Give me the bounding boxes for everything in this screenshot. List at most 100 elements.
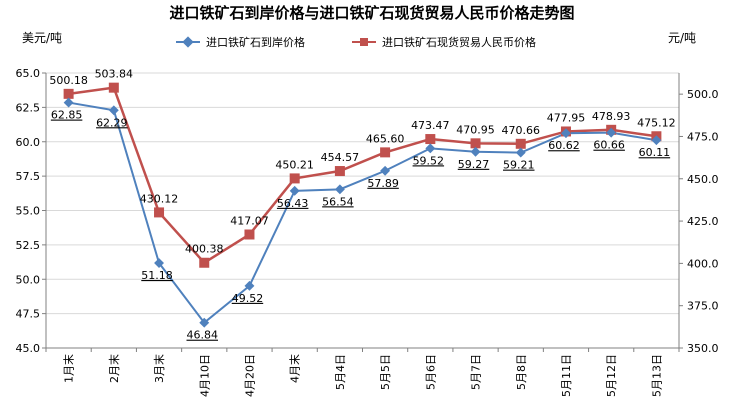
chart-title: 进口铁矿石到岸价格与进口铁矿石现货贸易人民币价格走势图 xyxy=(169,4,574,22)
category-label: 4月20日 xyxy=(243,354,256,397)
series-line-rmb-price xyxy=(68,86,657,265)
right-tick-label: 475.0 xyxy=(687,130,719,143)
point-rmb-price xyxy=(380,147,391,158)
left-tick-label: 55.0 xyxy=(16,205,41,218)
left-axis-ticks: 45.0 47.5 50.0 52.5 55.0 57.5 60.0 62.5 65.0 xyxy=(16,67,46,355)
point-cif-price xyxy=(289,185,300,196)
legend-marker-series-2 xyxy=(360,38,368,46)
category-label: 3月末 xyxy=(152,354,166,383)
right-tick-label: 400.0 xyxy=(687,257,719,270)
left-tick-label: 45.0 xyxy=(16,342,41,355)
left-tick-label: 47.5 xyxy=(16,308,41,321)
point-cif-price xyxy=(108,105,119,116)
category-label: 4月10日 xyxy=(198,354,211,397)
data-label-rmb-price: 503.84 xyxy=(95,68,134,81)
data-label-rmb-price: 478.93 xyxy=(592,110,631,123)
point-rmb-price xyxy=(334,166,345,177)
legend-label-series-2: 进口铁矿石现货贸易人民币价格 xyxy=(382,35,536,49)
left-tick-label: 65.0 xyxy=(16,67,41,80)
category-label: 5月11日 xyxy=(560,354,573,397)
point-rmb-price xyxy=(515,138,526,149)
right-tick-label: 425.0 xyxy=(687,215,719,228)
data-label-rmb-price: 470.95 xyxy=(456,123,495,136)
point-cif-price xyxy=(606,127,617,138)
point-cif-price xyxy=(651,135,662,146)
point-cif-price xyxy=(63,97,74,108)
category-label: 4月末 xyxy=(288,354,302,383)
data-label-rmb-price: 477.95 xyxy=(547,111,586,124)
point-rmb-price xyxy=(108,82,119,93)
data-label-rmb-price: 417.07 xyxy=(230,214,269,227)
data-label-cif-price: 60.11 xyxy=(639,146,671,159)
point-cif-price xyxy=(199,317,210,328)
series-lines xyxy=(68,86,657,325)
legend: 进口铁矿石到岸价格 进口铁矿石现货贸易人民币价格 xyxy=(176,35,536,49)
data-label-rmb-price: 470.66 xyxy=(502,124,541,137)
point-rmb-price xyxy=(63,88,74,99)
data-label-cif-price: 62.85 xyxy=(51,109,83,122)
point-cif-price xyxy=(244,280,255,291)
category-label: 5月7日 xyxy=(470,354,483,390)
data-label-rmb-price: 450.21 xyxy=(275,158,314,171)
right-tick-label: 350.0 xyxy=(687,342,719,355)
point-cif-price xyxy=(154,258,164,268)
data-label-rmb-price: 454.57 xyxy=(321,151,360,164)
left-tick-label: 57.5 xyxy=(16,170,41,183)
right-tick-label: 500.0 xyxy=(687,88,719,101)
category-label: 2月末 xyxy=(107,354,121,383)
point-cif-price xyxy=(515,147,526,158)
left-axis-unit: 美元/吨 xyxy=(22,31,62,45)
category-label: 5月5日 xyxy=(379,354,392,390)
data-label-cif-price: 46.84 xyxy=(187,329,219,342)
left-tick-label: 52.5 xyxy=(16,239,41,252)
data-label-rmb-price: 430.12 xyxy=(140,192,179,205)
data-label-rmb-price: 465.60 xyxy=(366,132,405,145)
right-tick-label: 375.0 xyxy=(687,300,719,313)
data-label-cif-price: 60.66 xyxy=(593,139,625,152)
data-label-cif-price: 51.18 xyxy=(141,269,173,282)
point-cif-price xyxy=(334,184,345,195)
series-line-cif-price xyxy=(68,101,657,325)
data-label-cif-price: 59.27 xyxy=(458,158,490,171)
point-rmb-price xyxy=(289,173,300,184)
point-cif-price xyxy=(380,165,391,176)
data-label-cif-price: 59.52 xyxy=(413,154,445,167)
data-label-rmb-price: 400.38 xyxy=(185,243,224,256)
right-tick-label: 450.0 xyxy=(687,173,719,186)
data-label-cif-price: 59.21 xyxy=(503,159,535,172)
data-label-cif-price: 62.29 xyxy=(96,116,128,129)
point-cif-price xyxy=(425,143,436,154)
right-axis-unit: 元/吨 xyxy=(668,31,696,45)
data-label-cif-price: 56.54 xyxy=(322,195,354,208)
category-label: 5月6日 xyxy=(424,354,437,390)
data-label-cif-price: 60.62 xyxy=(548,139,580,152)
point-rmb-price xyxy=(199,257,210,268)
right-axis-ticks: 350.0 375.0 400.0 425.0 450.0 475.0 500.0 xyxy=(679,88,719,355)
category-label: 5月13日 xyxy=(650,354,663,397)
point-cif-price xyxy=(561,128,571,139)
category-label: 5月8日 xyxy=(515,354,528,390)
data-labels: 62.85 62.29 51.18 46.84 49.52 56.43 56.54 57.89… xyxy=(49,68,675,342)
category-label: 5月4日 xyxy=(334,354,347,390)
data-label-cif-price: 57.89 xyxy=(367,177,399,190)
left-tick-label: 50.0 xyxy=(16,273,41,286)
category-label: 5月12日 xyxy=(605,354,618,397)
data-label-cif-price: 56.43 xyxy=(277,197,309,210)
data-label-rmb-price: 500.18 xyxy=(49,74,88,87)
category-axis-ticks: 1月末 2月末 3月末 4月10日 4月20日 4月末 5月4日 5月5日 5月6日 5月7日 5月… xyxy=(45,348,680,397)
point-cif-price xyxy=(470,146,481,157)
point-rmb-price xyxy=(244,229,255,240)
legend-marker-series-1 xyxy=(182,36,194,48)
data-label-cif-price: 49.52 xyxy=(232,292,264,305)
left-tick-label: 62.5 xyxy=(16,101,41,114)
data-label-rmb-price: 475.12 xyxy=(637,116,676,129)
point-rmb-price xyxy=(470,138,481,149)
data-label-rmb-price: 473.47 xyxy=(411,119,450,132)
category-label: 1月末 xyxy=(62,354,76,383)
series-markers xyxy=(63,82,662,328)
legend-label-series-1: 进口铁矿石到岸价格 xyxy=(206,35,305,49)
point-rmb-price xyxy=(154,207,165,218)
point-rmb-price xyxy=(425,134,436,145)
left-tick-label: 60.0 xyxy=(16,136,41,149)
